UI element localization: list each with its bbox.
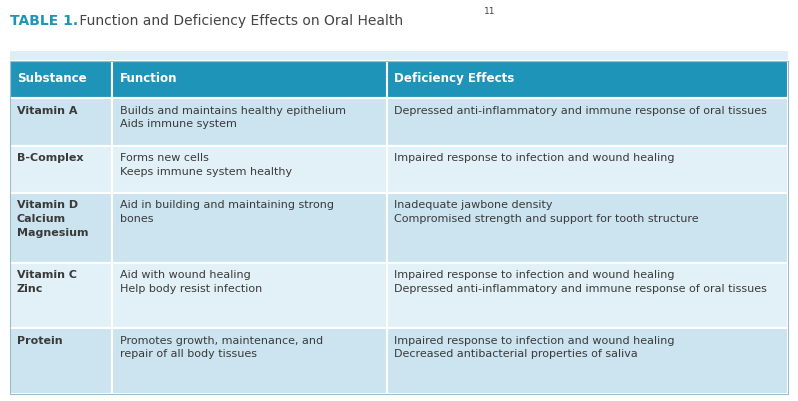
Bar	[10, 62, 113, 99]
Text: TABLE 1.: TABLE 1.	[10, 14, 77, 28]
Text: Impaired response to infection and wound healing
Depressed anti-inflammatory and: Impaired response to infection and wound…	[393, 270, 767, 293]
Bar	[386, 328, 788, 394]
Text: Impaired response to infection and wound healing
Decreased antibacterial propert: Impaired response to infection and wound…	[393, 335, 674, 358]
Text: 11: 11	[484, 7, 495, 16]
Text: Function and Deficiency Effects on Oral Health: Function and Deficiency Effects on Oral …	[75, 14, 403, 28]
Bar	[386, 62, 788, 99]
Bar	[386, 146, 788, 194]
Text: Promotes growth, maintenance, and
repair of all body tissues: Promotes growth, maintenance, and repair…	[120, 335, 322, 358]
Text: Vitamin D
Calcium
Magnesium: Vitamin D Calcium Magnesium	[17, 200, 89, 237]
Text: Depressed anti-inflammatory and immune response of oral tissues: Depressed anti-inflammatory and immune r…	[393, 105, 767, 115]
Bar	[10, 194, 113, 263]
Bar	[113, 328, 386, 394]
Bar	[113, 99, 386, 146]
Text: Deficiency Effects: Deficiency Effects	[393, 72, 514, 85]
Bar	[386, 263, 788, 328]
Bar	[10, 52, 788, 62]
Bar	[113, 263, 386, 328]
Bar	[386, 99, 788, 146]
Text: Aid in building and maintaining strong
bones: Aid in building and maintaining strong b…	[120, 200, 334, 223]
Bar	[10, 62, 788, 394]
Bar	[10, 99, 113, 146]
Bar	[10, 263, 113, 328]
Text: Vitamin A: Vitamin A	[17, 105, 77, 115]
Text: Impaired response to infection and wound healing: Impaired response to infection and wound…	[393, 153, 674, 163]
Text: Builds and maintains healthy epithelium
Aids immune system: Builds and maintains healthy epithelium …	[120, 105, 346, 129]
Text: Function: Function	[120, 72, 177, 85]
Bar	[113, 62, 386, 99]
Text: Aid with wound healing
Help body resist infection: Aid with wound healing Help body resist …	[120, 270, 262, 293]
Bar	[10, 328, 113, 394]
Text: Substance: Substance	[17, 72, 86, 85]
Bar	[113, 146, 386, 194]
Text: Forms new cells
Keeps immune system healthy: Forms new cells Keeps immune system heal…	[120, 153, 292, 176]
Text: Inadequate jawbone density
Compromised strength and support for tooth structure: Inadequate jawbone density Compromised s…	[393, 200, 698, 223]
Bar	[113, 194, 386, 263]
Bar	[10, 146, 113, 194]
Bar	[386, 194, 788, 263]
Text: Protein: Protein	[17, 335, 62, 345]
Text: Vitamin C
Zinc: Vitamin C Zinc	[17, 270, 77, 293]
Text: B-Complex: B-Complex	[17, 153, 83, 163]
